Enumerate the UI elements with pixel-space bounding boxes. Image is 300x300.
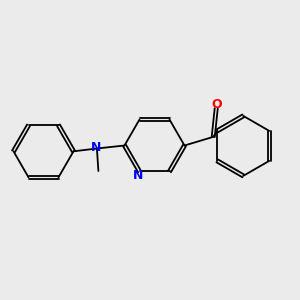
Text: O: O	[211, 98, 221, 111]
Text: N: N	[91, 141, 101, 154]
Text: N: N	[133, 169, 143, 182]
